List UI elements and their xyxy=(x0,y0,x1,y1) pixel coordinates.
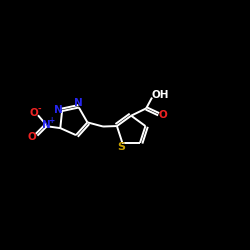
Text: O: O xyxy=(159,110,168,120)
Text: N: N xyxy=(42,120,51,130)
Text: N: N xyxy=(74,98,83,108)
Text: S: S xyxy=(117,142,125,152)
Text: O: O xyxy=(30,108,38,118)
Text: O: O xyxy=(28,132,36,142)
Text: N: N xyxy=(54,105,63,115)
Text: -: - xyxy=(37,104,41,114)
Text: +: + xyxy=(48,116,54,125)
Text: OH: OH xyxy=(151,90,169,101)
